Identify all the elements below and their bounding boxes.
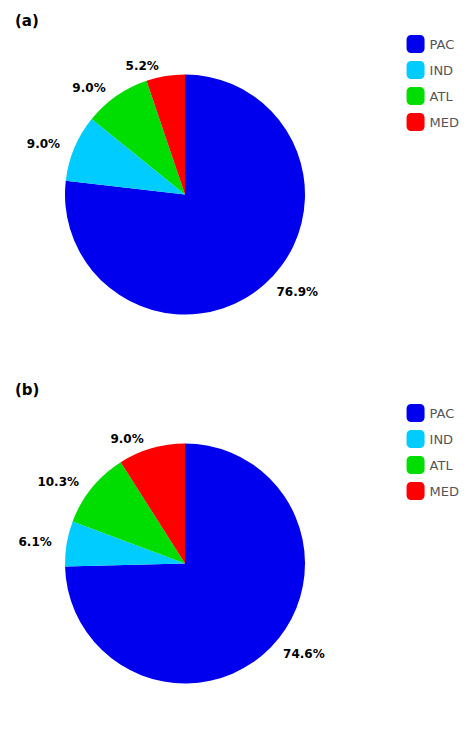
svg-text:ATL: ATL	[430, 89, 454, 104]
svg-text:MED: MED	[430, 115, 459, 130]
svg-text:9.0%: 9.0%	[72, 81, 105, 95]
svg-text:76.9%: 76.9%	[277, 285, 319, 299]
svg-text:PAC: PAC	[430, 406, 455, 421]
svg-text:PAC: PAC	[430, 37, 455, 52]
svg-text:9.0%: 9.0%	[27, 137, 60, 151]
svg-text:ATL: ATL	[430, 458, 454, 473]
svg-text:9.0%: 9.0%	[110, 432, 143, 446]
svg-text:MED: MED	[430, 484, 459, 499]
svg-text:74.6%: 74.6%	[283, 647, 325, 661]
svg-text:(b): (b)	[15, 381, 39, 399]
svg-text:6.1%: 6.1%	[19, 535, 52, 549]
svg-text:10.3%: 10.3%	[37, 475, 79, 489]
svg-text:IND: IND	[430, 432, 454, 447]
svg-text:IND: IND	[430, 63, 454, 78]
svg-text:5.2%: 5.2%	[126, 59, 159, 73]
svg-text:(a): (a)	[15, 12, 39, 30]
